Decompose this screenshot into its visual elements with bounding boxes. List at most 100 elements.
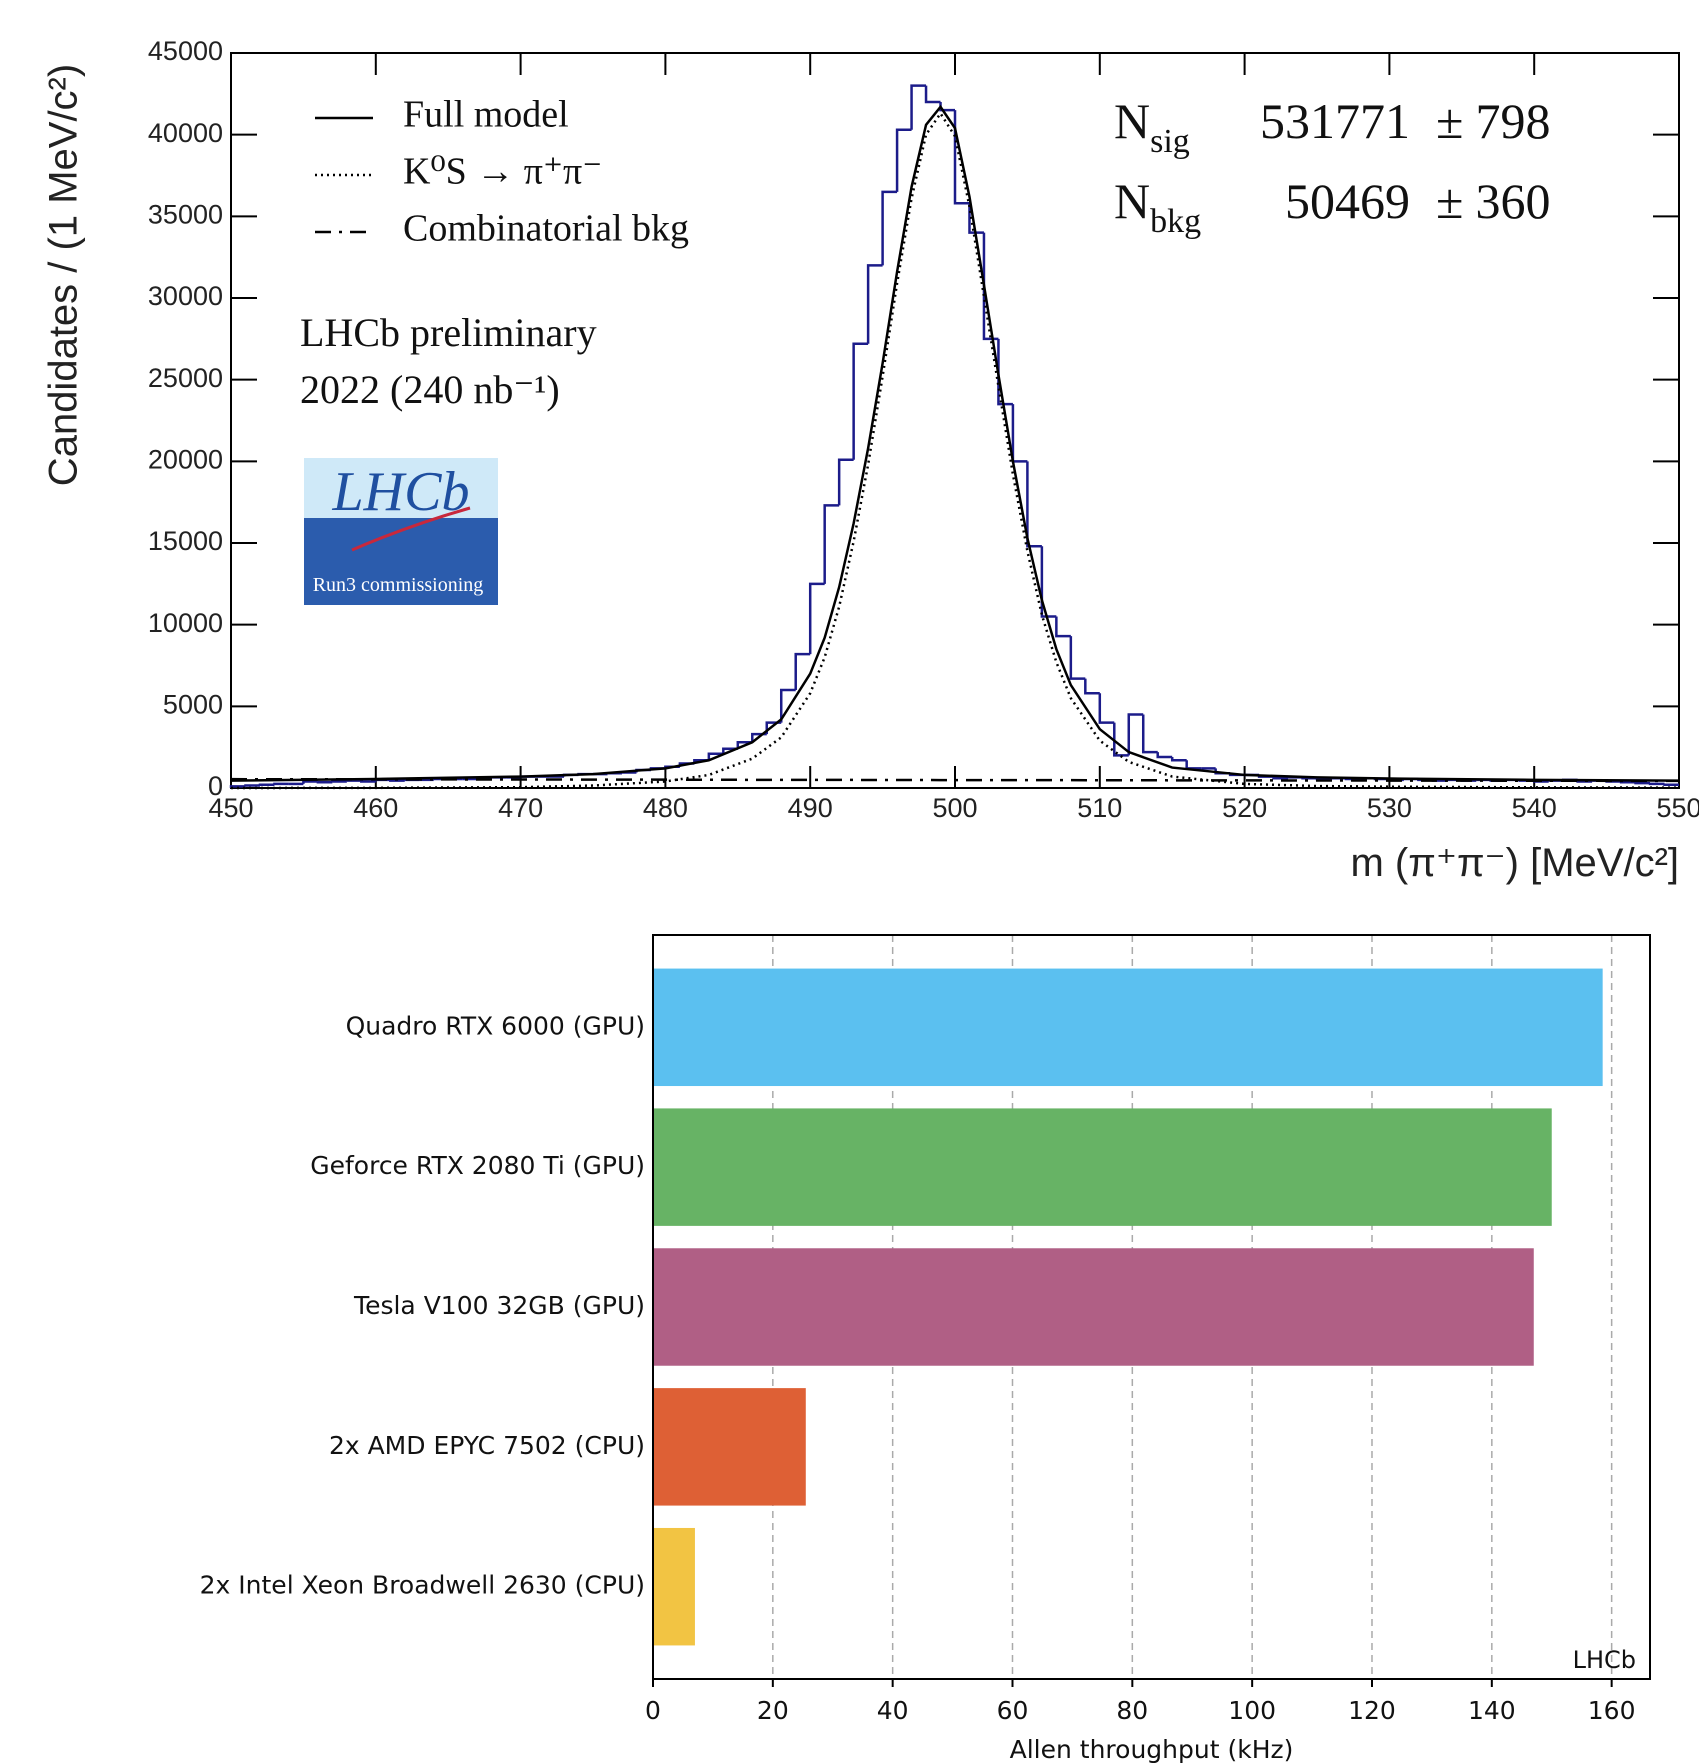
- histogram-bin: [1156, 752, 1173, 759]
- y-tick-label: 5000: [163, 689, 223, 719]
- x-tick-label: 520: [1222, 793, 1267, 823]
- x-tick-label: 100: [1228, 1696, 1276, 1725]
- annotation: LHCb preliminary: [300, 310, 597, 355]
- fit-error: ±798: [1436, 93, 1550, 149]
- fit-error-sign: ±: [1436, 93, 1463, 149]
- fit-curve: [230, 777, 1680, 783]
- histogram-bin: [722, 747, 738, 754]
- histogram-bin: [736, 741, 753, 749]
- plot-frame: [652, 934, 1651, 1680]
- histogram-bin: [924, 85, 941, 104]
- x-tick-label: 540: [1512, 793, 1557, 823]
- logo: [304, 458, 498, 605]
- histogram-bin: [1026, 461, 1042, 548]
- bar: [653, 1527, 695, 1646]
- x-tick-label: 160: [1588, 1696, 1636, 1725]
- fit-label-subscript: sig: [1150, 123, 1190, 160]
- y-tick-label: 45000: [148, 36, 223, 66]
- y-tick-label: 30000: [148, 281, 223, 311]
- histogram-bin: [1084, 678, 1100, 695]
- bar: [653, 1108, 1552, 1226]
- x-tick-label: 120: [1348, 1696, 1396, 1725]
- histogram-bin: [258, 783, 275, 786]
- x-tick-label: 500: [932, 793, 977, 823]
- fit-label-subscript: bkg: [1150, 203, 1201, 240]
- histogram-bin: [345, 779, 362, 782]
- legend-label: Combinatorial bkg: [403, 208, 689, 250]
- x-tick-label: 80: [1116, 1696, 1148, 1725]
- histogram-bin: [1011, 404, 1028, 463]
- histogram-bin: [1055, 616, 1071, 638]
- histogram-bin: [837, 458, 854, 506]
- histogram-bin: [1634, 781, 1651, 785]
- annotation: LHCb: [1573, 1646, 1636, 1674]
- histogram-bin: [881, 190, 898, 266]
- fit-error-value: 360: [1475, 173, 1550, 229]
- fit-value: 531771: [1260, 93, 1410, 149]
- histogram-bin: [866, 264, 883, 344]
- histogram-bin: [823, 504, 840, 584]
- x-tick-label: 530: [1367, 793, 1412, 823]
- histogram-bin: [707, 752, 724, 761]
- histogram-bin: [808, 582, 825, 655]
- logo-title: LHCb: [332, 461, 470, 523]
- x-tick-label: 550: [1656, 793, 1699, 823]
- histogram-bin: [852, 342, 869, 460]
- x-axis-title: Allen throughput (kHz): [1010, 1735, 1294, 1764]
- histogram-bin: [316, 781, 333, 784]
- histogram-bin: [389, 779, 405, 782]
- y-tick-label: 10000: [148, 608, 223, 638]
- fit-label-name: N: [1114, 173, 1150, 229]
- fit-error: ±360: [1436, 173, 1550, 229]
- y-axis-title: Candidates / (1 MeV/c²): [42, 64, 86, 486]
- fit-error-value: 798: [1475, 93, 1550, 149]
- y-tick-label: 40000: [148, 118, 223, 148]
- y-tick-label: Tesla V100 32GB (GPU): [353, 1291, 645, 1320]
- histogram-bin: [1185, 760, 1202, 770]
- x-tick-label: 40: [877, 1696, 909, 1725]
- histogram-bin: [1098, 693, 1115, 724]
- histogram-bin: [1663, 783, 1679, 786]
- histogram-bin: [939, 102, 955, 112]
- x-tick-label: 450: [208, 793, 253, 823]
- fit-curve: [230, 104, 1680, 782]
- logo-subtitle: Run3 commissioning: [313, 574, 484, 596]
- x-tick-label: 490: [788, 793, 833, 823]
- x-tick-label: 140: [1468, 1696, 1516, 1725]
- y-tick-label: 20000: [148, 444, 223, 474]
- fit-label: Nbkg: [1114, 173, 1201, 240]
- histogram-bin: [273, 782, 289, 786]
- y-tick-label: 2x Intel Xeon Broadwell 2630 (CPU): [200, 1571, 645, 1600]
- x-tick-label: 470: [498, 793, 543, 823]
- fit-curve: [230, 111, 1680, 790]
- histogram-bin: [1141, 714, 1158, 754]
- fit-value: 50469: [1285, 173, 1410, 229]
- x-tick-label: 460: [353, 793, 398, 823]
- histogram-bin: [1127, 713, 1144, 756]
- fit-label: Nsig: [1114, 93, 1190, 160]
- logo-bottom: [304, 518, 498, 605]
- histogram-bin: [1040, 546, 1057, 618]
- y-tick-label: Quadro RTX 6000 (GPU): [346, 1011, 645, 1040]
- histogram-bin: [360, 780, 376, 783]
- y-tick-label: 25000: [148, 363, 223, 393]
- bar: [653, 1388, 806, 1506]
- x-tick-label: 20: [757, 1696, 789, 1725]
- fit-label-name: N: [1114, 93, 1150, 149]
- bar: [653, 1248, 1534, 1366]
- histogram-bin: [1113, 722, 1129, 757]
- fit-error-sign: ±: [1436, 173, 1463, 229]
- y-tick-label: Geforce RTX 2080 Ti (GPU): [310, 1151, 645, 1180]
- annotation: 2022 (240 nb⁻¹): [300, 367, 560, 412]
- histogram-bin: [244, 784, 260, 787]
- histogram-bin: [895, 128, 912, 192]
- x-tick-label: 480: [643, 793, 688, 823]
- histogram-bin: [302, 780, 318, 784]
- legend-label: Full model: [403, 94, 569, 136]
- logo-swoosh: [351, 506, 471, 552]
- y-tick-label: 15000: [148, 526, 223, 556]
- x-axis-title: m (π⁺π⁻) [MeV/c²]: [1350, 841, 1679, 885]
- histogram-bin: [794, 652, 811, 690]
